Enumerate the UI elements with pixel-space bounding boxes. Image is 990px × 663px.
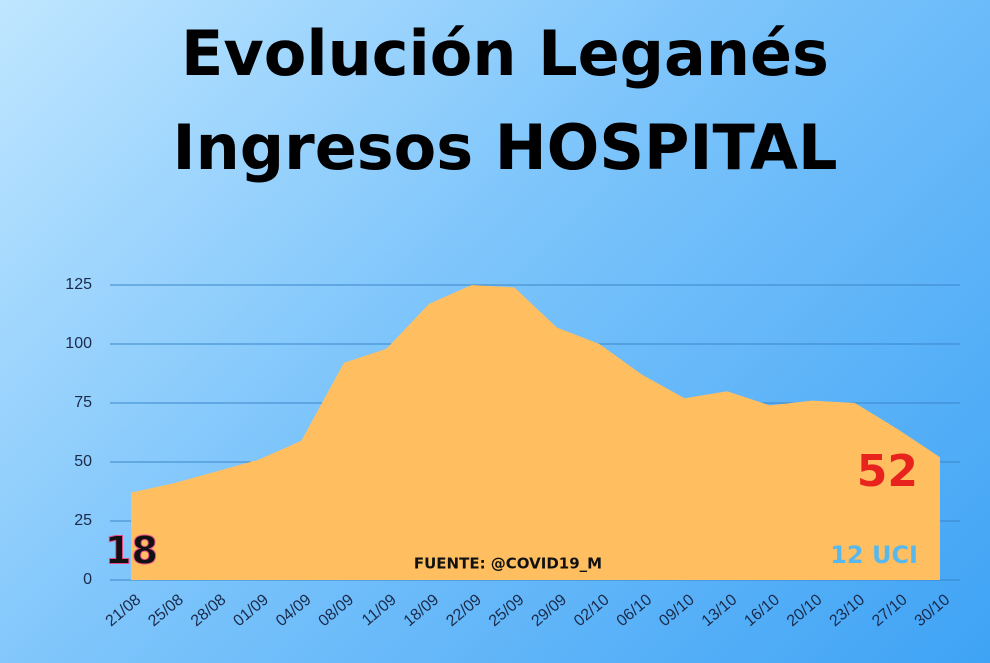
y-tick-label: 25	[74, 512, 92, 529]
x-tick-label: 06/10	[614, 591, 656, 630]
annotation: FUENTE: @COVID19_M	[414, 555, 602, 573]
x-tick-label: 28/08	[188, 591, 230, 630]
annotation: 52	[857, 446, 918, 497]
x-tick-label: 29/09	[528, 591, 570, 630]
area	[131, 285, 940, 580]
annotation: 12 UCI	[830, 541, 918, 569]
x-tick-label: 02/10	[571, 591, 613, 630]
plot-area: 0 25 50 75 100 125 21/08 25/08 28/08 01/09 04/09 08…	[65, 276, 960, 630]
x-tick-label: 22/09	[443, 591, 485, 630]
x-tick-label: 25/08	[145, 591, 187, 630]
x-tick-label: 27/10	[869, 591, 911, 630]
x-tick-label: 08/09	[316, 591, 358, 630]
x-tick-label: 25/09	[486, 591, 528, 630]
chart-title: Evolución Leganés	[181, 17, 829, 90]
y-tick-label: 50	[74, 453, 92, 470]
x-tick-label: 01/09	[230, 591, 272, 630]
x-tick-label: 16/10	[741, 591, 783, 630]
y-tick-label: 100	[65, 335, 92, 352]
chart-title: Ingresos HOSPITAL	[173, 111, 838, 184]
annotation: 18	[105, 529, 158, 573]
x-tick-label: 11/09	[359, 591, 400, 629]
x-tick-label: 20/10	[784, 591, 826, 630]
x-tick-label: 21/08	[103, 591, 145, 630]
x-tick-label: 04/09	[273, 591, 315, 630]
y-tick-label: 75	[74, 394, 92, 411]
x-tick-label: 30/10	[912, 591, 954, 630]
x-tick-label: 23/10	[827, 591, 869, 630]
x-tick-label: 18/09	[401, 591, 443, 630]
x-tick-label: 09/10	[656, 591, 698, 630]
y-tick-label: 125	[65, 276, 92, 293]
x-tick-label: 13/10	[699, 591, 741, 630]
y-tick-label: 0	[83, 571, 92, 588]
